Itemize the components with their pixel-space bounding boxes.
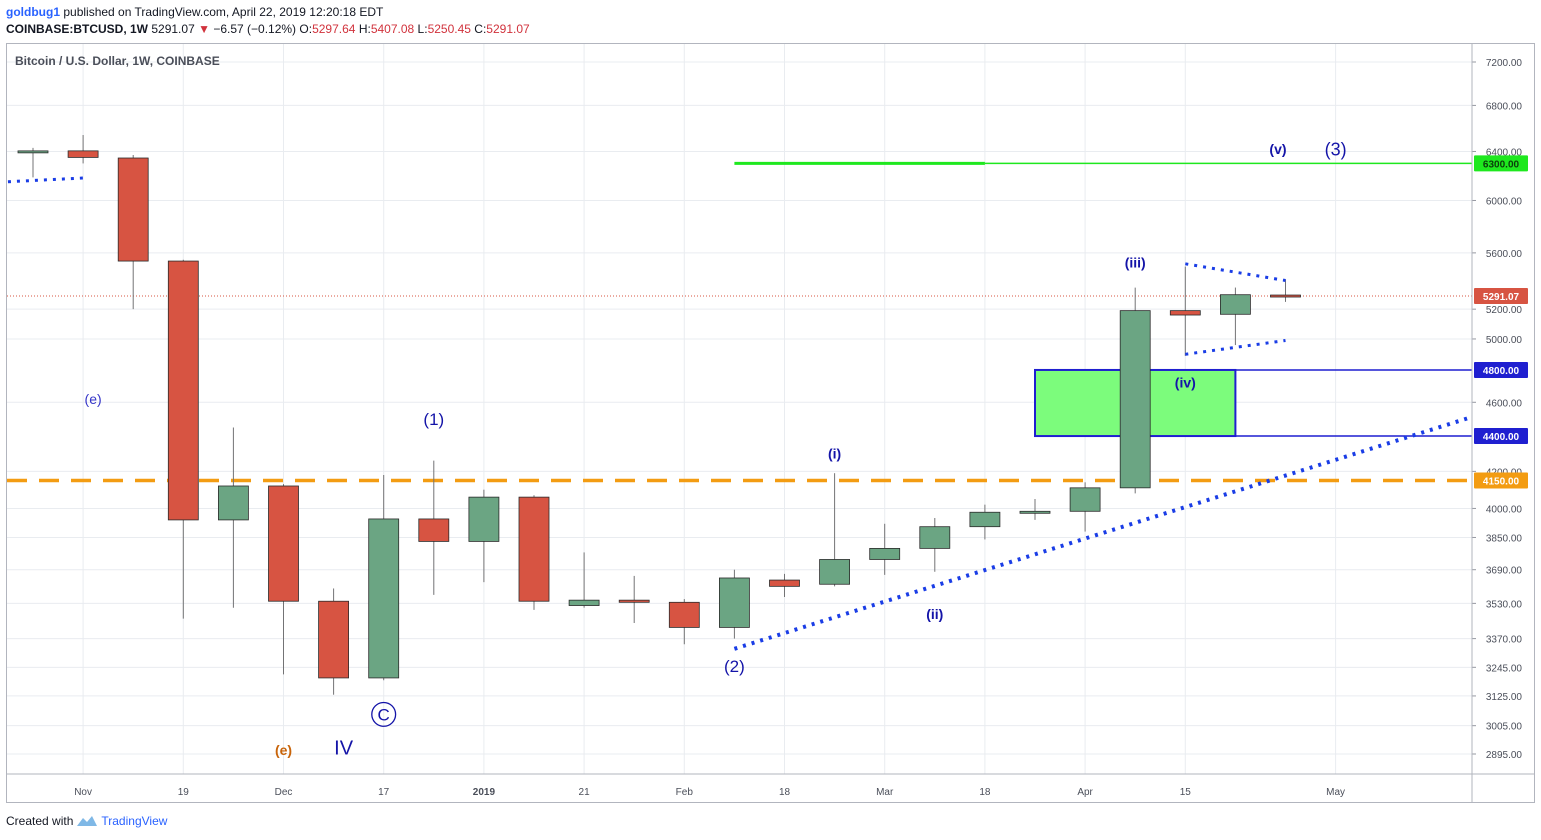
ohlc-high: 5407.08 bbox=[370, 22, 415, 36]
symbol-name: COINBASE:BTCUSD, 1W bbox=[6, 22, 149, 36]
footer-brand[interactable]: TradingView bbox=[101, 814, 168, 828]
chart-frame bbox=[6, 43, 1535, 803]
publish-info: published on TradingView.com, April 22, … bbox=[63, 5, 384, 19]
ohlc-low: 5250.45 bbox=[427, 22, 471, 36]
last-price: 5291.07 bbox=[151, 22, 195, 36]
author-name[interactable]: goldbug1 bbox=[6, 5, 60, 19]
ohlc-open-prefix: O: bbox=[299, 22, 313, 36]
symbol-header: COINBASE:BTCUSD, 1W 5291.07 ▼ −6.57 (−0.… bbox=[6, 22, 530, 36]
down-arrow-icon: ▼ bbox=[198, 22, 210, 36]
footer: Created with TradingView bbox=[6, 814, 167, 828]
price-change: −6.57 (−0.12%) bbox=[213, 22, 297, 36]
tradingview-logo-icon bbox=[77, 816, 98, 826]
ohlc-open: 5297.64 bbox=[312, 22, 356, 36]
ohlc-high-prefix: H: bbox=[358, 22, 371, 36]
ohlc-close-prefix: C: bbox=[474, 22, 487, 36]
ohlc-close: 5291.07 bbox=[486, 22, 530, 36]
publish-header: goldbug1 published on TradingView.com, A… bbox=[6, 5, 383, 19]
ohlc-low-prefix: L: bbox=[417, 22, 428, 36]
footer-created-with: Created with bbox=[6, 814, 74, 828]
